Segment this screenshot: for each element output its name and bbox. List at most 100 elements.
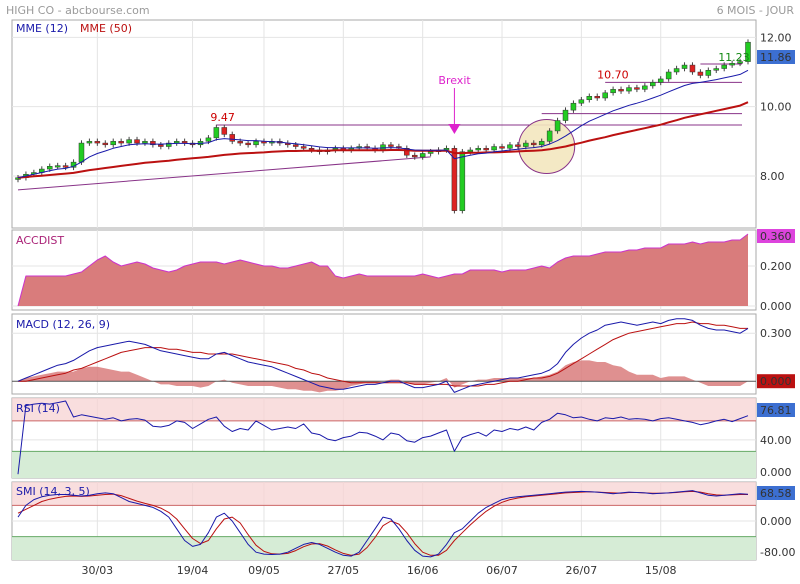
smi-ytick-0: 0.000: [760, 515, 792, 528]
macd-line: [17, 318, 749, 393]
macd-ytick-0: 0.300: [760, 327, 792, 340]
price-candle-67: [546, 130, 553, 142]
price-candle-90: [729, 63, 735, 66]
price-candle-20: [173, 141, 180, 144]
date-label-3: 27/05: [327, 564, 359, 577]
price-candle-87: [705, 70, 712, 76]
accdist-area: [18, 234, 748, 306]
price-candle-59: [483, 148, 489, 151]
macd-last-value: 0.000: [760, 375, 792, 388]
price-trendline: [17, 156, 431, 191]
price-ytick-0: 8.00: [760, 170, 785, 183]
price-candle-6: [62, 165, 69, 168]
price-candle-56: [459, 151, 466, 211]
price-candle-63: [515, 144, 521, 147]
price-candle-72: [586, 96, 593, 100]
price-candle-17: [150, 141, 156, 146]
price-candle-68: [554, 120, 561, 132]
smi-title: SMI (14, 3, 5): [16, 485, 90, 498]
header-source-label: HIGH CO - abcbourse.com: [6, 4, 150, 17]
price-candle-61: [499, 146, 505, 149]
smi-last-value: 68.58: [760, 487, 792, 500]
price-brexit-arrow: [448, 124, 461, 134]
price-candle-85: [689, 64, 696, 73]
date-label-1: 19/04: [177, 564, 209, 577]
rsi-line: [17, 400, 749, 475]
date-label-0: 30/03: [81, 564, 113, 577]
price-candle-15: [134, 139, 140, 144]
price-candle-0: [15, 177, 21, 180]
price-legend-mme12: MME (12): [16, 22, 68, 35]
price-candle-24: [205, 137, 212, 142]
price-candle-83: [673, 68, 680, 73]
header-period-label: 6 MOIS - JOUR: [717, 4, 795, 17]
price-candle-75: [610, 89, 616, 94]
price-candle-4: [46, 166, 53, 170]
smi-panel: 0.000 -80.00 SMI (14, 3, 5) 68.58: [11, 481, 795, 561]
date-label-5: 06/07: [486, 564, 518, 577]
price-candle-14: [126, 139, 132, 144]
price-candle-18: [158, 144, 164, 147]
price-candle-76: [618, 89, 624, 92]
price-candle-26: [221, 127, 228, 135]
price-candle-8: [78, 142, 85, 163]
price-mme50-line: [17, 101, 749, 179]
price-candle-49: [404, 148, 410, 156]
price-candle-11: [102, 142, 109, 146]
price-candle-91: [737, 61, 743, 64]
price-candle-92: [745, 41, 751, 62]
price-candle-66: [538, 141, 545, 146]
price-candle-51: [419, 153, 426, 158]
price-candle-71: [578, 99, 585, 104]
rsi-panel: 40.00 0.000 RSI (14) 76.81: [11, 397, 795, 479]
price-ytick-1: 10.00: [760, 101, 792, 114]
accdist-ytick-1: 0.200: [760, 260, 792, 273]
price-candle-69: [562, 109, 569, 121]
price-candle-89: [721, 64, 727, 69]
price-candle-86: [697, 71, 704, 76]
price-annotation-brexit: Brexit: [438, 74, 471, 87]
price-candle-81: [657, 78, 664, 83]
price-candle-84: [681, 64, 688, 69]
price-candle-70: [570, 102, 577, 111]
macd-title: MACD (12, 26, 9): [16, 318, 110, 331]
rsi-last-box: [757, 403, 795, 417]
price-candle-80: [650, 82, 656, 87]
rsi-ytick-0: 40.00: [760, 434, 792, 447]
price-candle-47: [388, 144, 394, 147]
price-candle-58: [475, 148, 481, 151]
price-candle-64: [523, 142, 529, 147]
smi-overbought-zone: [12, 482, 756, 506]
accdist-ytick-0: 0.000: [760, 300, 792, 313]
price-candle-10: [94, 141, 101, 144]
price-candle-5: [54, 165, 61, 168]
date-label-2: 09/05: [248, 564, 280, 577]
price-panel: 8.00 10.00 12.00 MME (12) MME (50) 9.47 10.70 1…: [11, 19, 795, 229]
price-candle-60: [491, 146, 497, 151]
price-candle-27: [229, 134, 235, 142]
smi-last-box: [757, 486, 795, 500]
price-candle-25: [213, 127, 220, 139]
price-mme12-line: [17, 69, 749, 179]
smi-ytick-1: -80.00: [760, 546, 795, 559]
accdist-title: ACCDIST: [16, 234, 64, 247]
smi-line: [17, 490, 749, 558]
indicator-panels: 8.00 10.00 12.00 MME (12) MME (50) 9.47 10.70 1…: [11, 19, 795, 577]
price-last-box: [757, 50, 795, 64]
price-candle-19: [166, 142, 172, 147]
price-candle-29: [245, 142, 251, 146]
price-candle-30: [253, 141, 259, 146]
price-frame: [11, 19, 757, 229]
macd-frame: [11, 313, 757, 395]
price-annotation-1: 10.70: [597, 68, 629, 81]
price-candle-50: [411, 154, 418, 158]
price-candle-79: [642, 85, 648, 90]
price-candle-78: [634, 87, 640, 90]
price-candle-13: [118, 141, 124, 144]
rsi-title: RSI (14): [16, 402, 60, 415]
rsi-ytick-1: 0.000: [760, 466, 792, 479]
price-legend-mme50: MME (50): [80, 22, 132, 35]
smi-oversold-zone: [12, 536, 756, 560]
